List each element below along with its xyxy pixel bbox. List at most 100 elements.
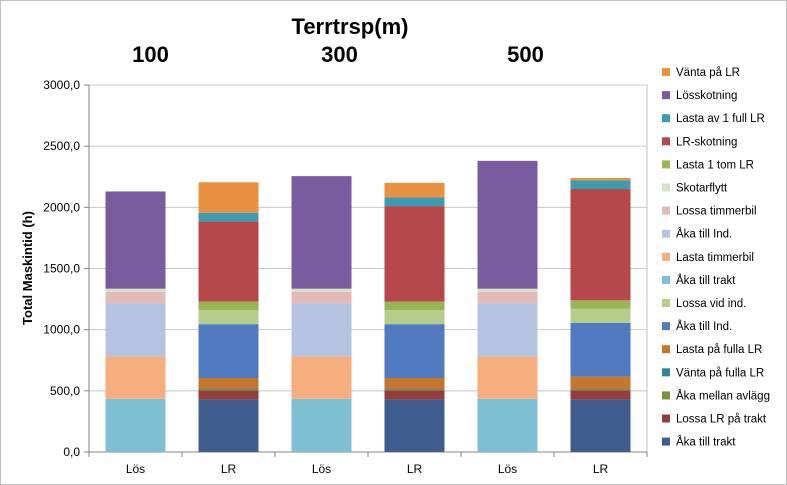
bar-segment xyxy=(570,177,631,181)
legend-swatch xyxy=(662,322,670,331)
legend-label: LR-skotning xyxy=(676,136,737,148)
bar-segment xyxy=(291,356,352,399)
bar-segment xyxy=(105,303,166,357)
legend-label: Lossa vid ind. xyxy=(676,298,746,310)
y-tick-label: 1000,0 xyxy=(43,323,80,337)
y-tick-label: 3000,0 xyxy=(43,78,80,92)
legend-label: Åka till trakt xyxy=(676,274,736,287)
bar-segment xyxy=(384,377,445,389)
legend-swatch xyxy=(662,391,670,400)
bar-segment xyxy=(570,300,631,309)
bar-segment xyxy=(198,377,259,389)
legend-label: Skotarflytt xyxy=(676,183,728,195)
bar-segment xyxy=(291,291,352,304)
legend-swatch xyxy=(662,229,670,238)
legend-swatch xyxy=(662,299,670,307)
bar-segment xyxy=(384,197,445,207)
y-tick-label: 2000,0 xyxy=(43,200,80,214)
bar-segment xyxy=(384,301,445,311)
bar-segment xyxy=(384,399,445,452)
legend-label: Lösskotning xyxy=(676,90,737,102)
legend-swatch xyxy=(662,91,670,100)
bar-segment xyxy=(198,182,259,213)
bar-segment xyxy=(570,399,631,452)
bar-segment xyxy=(105,191,166,289)
legend-swatch xyxy=(662,206,670,215)
bar-segment xyxy=(477,356,538,399)
legend-label: Vänta på LR xyxy=(676,67,740,79)
legend-swatch xyxy=(662,114,670,123)
y-axis-label: Total Maskintid (h) xyxy=(20,211,35,325)
group-label: 500 xyxy=(507,42,544,67)
group-label: 300 xyxy=(321,42,358,67)
bar-segment xyxy=(291,288,352,292)
x-tick-label: Lös xyxy=(312,462,331,476)
bar-segment xyxy=(291,176,352,289)
legend-label: Åka till Ind. xyxy=(676,320,732,333)
bar-segment xyxy=(198,221,259,302)
bar-segment xyxy=(291,303,352,357)
bar-segment xyxy=(570,188,631,301)
legend-label: Åka till Ind. xyxy=(676,228,732,241)
group-label: 100 xyxy=(132,42,169,67)
bar-segment xyxy=(570,389,631,391)
bar-segment xyxy=(198,324,259,378)
bar-segment xyxy=(570,390,631,400)
bar-segment xyxy=(198,390,259,400)
chart-title: Terrtrsp(m) xyxy=(292,14,409,39)
legend-swatch xyxy=(662,183,670,192)
x-tick-label: Lös xyxy=(498,462,517,476)
legend-swatch xyxy=(662,160,670,169)
legend-label: Vänta på fulla LR xyxy=(676,367,764,379)
bar-segment xyxy=(384,182,445,198)
bar-segment xyxy=(384,390,445,400)
legend-label: Lossa timmerbil xyxy=(676,206,757,218)
y-tick-label: 0,0 xyxy=(63,445,80,459)
legend-label: Åka mellan avlägg xyxy=(676,389,770,402)
legend-swatch xyxy=(662,414,670,423)
y-tick-label: 1500,0 xyxy=(43,262,80,276)
legend-label: Lasta timmerbil xyxy=(676,252,754,264)
bar-segment xyxy=(570,388,631,390)
bar-segment xyxy=(198,212,259,222)
x-tick-label: LR xyxy=(593,462,609,476)
bar-segment xyxy=(570,376,631,389)
bar-segment xyxy=(384,388,445,390)
bar-segment xyxy=(384,310,445,325)
y-tick-label: 2500,0 xyxy=(43,139,80,153)
legend: Vänta på LR Lösskotning Lasta av 1 full LR… xyxy=(662,67,770,449)
y-tick-label: 500,0 xyxy=(50,384,80,398)
legend-swatch xyxy=(662,252,670,261)
bar-segment xyxy=(477,288,538,292)
legend-swatch xyxy=(662,275,670,284)
bar-segment xyxy=(198,399,259,452)
plot-area: 0,0 500,0 1000,0 1500,0 2000,0 2500,0 3000,0 Lö… xyxy=(43,42,648,476)
bar-segment xyxy=(198,388,259,390)
legend-swatch xyxy=(662,345,670,354)
legend-swatch xyxy=(662,368,670,377)
bar-segment xyxy=(477,398,538,452)
bar-segment xyxy=(198,301,259,311)
legend-label: Lasta på fulla LR xyxy=(676,344,762,356)
bar-segment xyxy=(105,291,166,304)
x-tick-label: Lös xyxy=(126,462,145,476)
bar-segment xyxy=(570,322,631,377)
bar-segment xyxy=(105,356,166,399)
bar-segment xyxy=(198,389,259,391)
bar-segment xyxy=(384,206,445,302)
legend-label: Lossa LR på trakt xyxy=(676,414,767,426)
bar-segment xyxy=(105,288,166,292)
legend-label: Åka till trakt xyxy=(676,436,736,449)
bar-segment xyxy=(198,310,259,325)
bar-segment xyxy=(477,291,538,304)
bar-segment xyxy=(291,398,352,452)
bar-segment xyxy=(570,180,631,189)
bar-segment xyxy=(570,308,631,323)
legend-label: Lasta av 1 full LR xyxy=(676,113,765,125)
bar-segment xyxy=(384,389,445,391)
legend-swatch xyxy=(662,137,670,146)
bar-segment xyxy=(477,160,538,289)
legend-swatch xyxy=(662,437,670,446)
x-tick-label: LR xyxy=(221,462,237,476)
